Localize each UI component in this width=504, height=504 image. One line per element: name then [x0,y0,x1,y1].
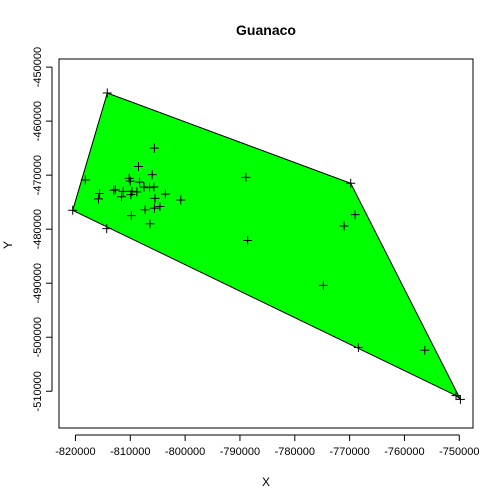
chart-title: Guanaco [236,22,296,38]
y-tick-label: -480000 [32,209,44,249]
data-point [150,193,160,203]
data-point [102,224,112,234]
data-point [346,178,356,188]
data-point [109,185,119,195]
x-tick-label: -820000 [55,446,95,458]
data-point [353,343,363,353]
plot-border [58,58,474,429]
data-point [160,189,170,199]
data-point [126,190,136,200]
data-point [140,205,150,215]
data-point [420,345,430,355]
convex-hull-polygon [72,92,461,400]
data-point [132,187,142,197]
x-tick-label: -780000 [275,446,315,458]
data-point [126,211,136,221]
data-point [149,143,159,153]
y-tick-label: -510000 [32,371,44,411]
data-point [149,203,159,213]
data-point [80,175,90,185]
data-point [118,186,128,196]
data-point [95,189,105,199]
y-tick-label: -460000 [32,101,44,141]
data-point [117,192,127,202]
data-point [144,183,154,193]
data-point [68,205,78,215]
data-point [93,194,103,204]
x-tick-label: -760000 [384,446,424,458]
data-point [125,176,135,186]
x-axis: -820000 -810000 -800000 -790000 -780000 -7700… [55,434,479,458]
data-point [176,195,186,205]
x-axis-label: X [262,475,270,489]
data-point [455,394,465,404]
x-tick-label: -770000 [329,446,369,458]
data-point [243,236,253,246]
y-axis: -510000 -500000 -490000 -480000 -470000 -4600… [32,47,53,411]
y-tick-label: -500000 [32,317,44,357]
x-tick-label: -800000 [165,446,205,458]
data-point [147,170,157,180]
y-tick-label: -450000 [32,47,44,87]
data-point [155,201,165,211]
data-point [135,177,145,187]
data-point [149,182,159,192]
y-tick-label: -470000 [32,155,44,195]
data-points [68,88,465,404]
data-point [110,185,120,195]
data-point [339,221,349,231]
data-point [134,162,144,172]
data-point [451,391,461,401]
data-point [139,182,149,192]
data-point [241,172,251,182]
data-point [145,219,155,229]
data-point [350,210,360,220]
y-axis-label: Y [1,241,15,249]
x-tick-label: -750000 [439,446,479,458]
data-point [318,280,328,290]
x-tick-label: -810000 [110,446,150,458]
x-tick-label: -790000 [220,446,260,458]
data-point [102,88,112,98]
y-tick-label: -490000 [32,263,44,303]
